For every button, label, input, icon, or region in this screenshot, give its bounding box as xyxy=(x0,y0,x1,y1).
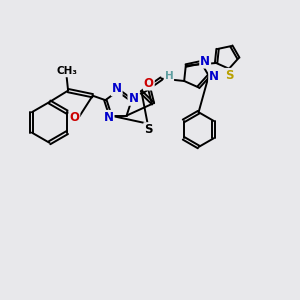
Text: N: N xyxy=(103,111,114,124)
Text: O: O xyxy=(69,111,80,124)
Text: O: O xyxy=(144,76,154,90)
Text: N: N xyxy=(209,70,219,83)
Text: N: N xyxy=(128,92,138,105)
Text: CH₃: CH₃ xyxy=(56,66,77,76)
Text: N: N xyxy=(200,55,210,68)
Text: S: S xyxy=(225,69,234,82)
Text: N: N xyxy=(112,82,122,95)
Text: H: H xyxy=(164,71,173,81)
Text: S: S xyxy=(144,123,153,136)
